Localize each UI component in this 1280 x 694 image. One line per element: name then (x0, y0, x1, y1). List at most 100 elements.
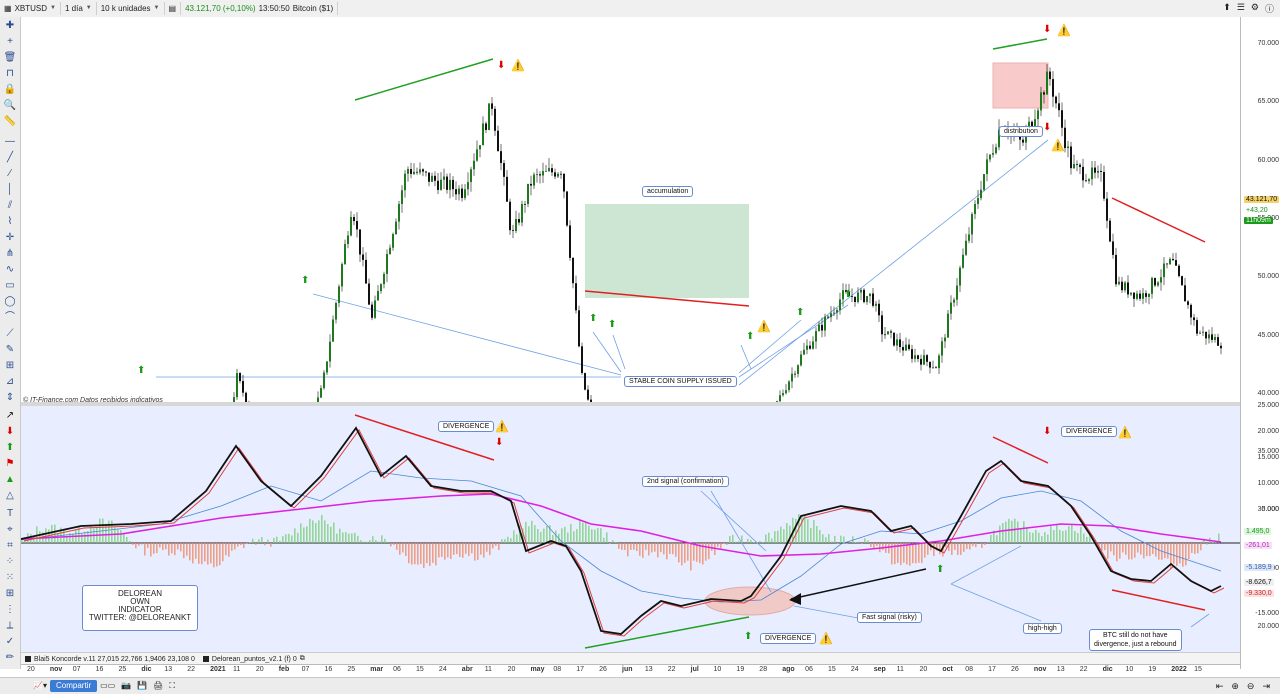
candlestick[interactable] (350, 211, 352, 236)
candlestick[interactable] (485, 121, 487, 133)
candlestick[interactable] (1121, 277, 1123, 293)
candlestick[interactable] (236, 369, 238, 400)
price-chart[interactable]: accumulation distribution STABLE COIN SU… (21, 17, 1240, 402)
candlestick[interactable] (371, 302, 373, 320)
candlestick[interactable] (425, 171, 427, 177)
up-arrow-icon[interactable]: ⬆ (589, 313, 597, 324)
y-axis[interactable]: 70.00065.00060.00055.00050.00045.00040.0… (1240, 17, 1280, 669)
candlestick[interactable] (482, 116, 484, 145)
candlestick[interactable] (1106, 192, 1108, 228)
candlestick[interactable] (920, 355, 922, 371)
candlestick[interactable] (1187, 300, 1189, 309)
candlestick[interactable] (1118, 277, 1120, 286)
magnet-icon[interactable]: ⊓ (3, 67, 17, 81)
trash-icon[interactable]: 🗑 (3, 51, 17, 65)
pointer-icon[interactable]: ✚ (3, 19, 17, 33)
accumulation-label[interactable]: accumulation (642, 186, 693, 197)
candlestick[interactable] (461, 184, 463, 201)
indicator-pane[interactable]: DIVERGENCE ⚠️ ⬇ DIVERGENCE ⬇ ⚠️ DIVERGEN… (21, 406, 1240, 652)
candlestick[interactable] (1214, 334, 1216, 343)
distribution-label[interactable]: distribution (999, 126, 1043, 137)
candlestick[interactable] (1169, 257, 1171, 265)
candlestick[interactable] (545, 165, 547, 172)
candlestick[interactable] (1148, 293, 1150, 304)
candlestick[interactable] (1199, 330, 1201, 334)
candlestick[interactable] (548, 158, 550, 172)
candlestick[interactable] (1127, 275, 1129, 298)
candlestick[interactable] (437, 173, 439, 194)
candlestick[interactable] (959, 266, 961, 292)
pencil-icon[interactable]: ✏ (3, 651, 17, 665)
candlestick[interactable] (464, 184, 466, 200)
line-icon[interactable]: — (3, 135, 17, 149)
candlestick[interactable] (1088, 178, 1090, 184)
grid2-icon[interactable]: ⊞ (3, 587, 17, 601)
candlestick[interactable] (935, 366, 937, 368)
candlestick[interactable] (905, 338, 907, 352)
candlestick[interactable] (551, 164, 553, 176)
layout-icon[interactable]: ▭▭ (97, 680, 118, 692)
candlestick[interactable] (1109, 218, 1111, 242)
candlestick[interactable] (965, 234, 967, 256)
down-arrow-icon[interactable]: ⬇ (1043, 24, 1051, 35)
candlestick[interactable] (380, 283, 382, 294)
candlestick[interactable] (449, 173, 451, 198)
stable-coin-label[interactable]: STABLE COIN SUPPLY ISSUED (624, 376, 737, 387)
down-arrow-icon[interactable]: ⬇ (3, 425, 17, 439)
candlestick[interactable] (578, 306, 580, 348)
candlestick[interactable] (854, 297, 856, 307)
candlestick[interactable] (950, 295, 952, 319)
gann-icon[interactable]: ⊞ (3, 359, 17, 373)
candlestick[interactable] (479, 145, 481, 157)
candlestick[interactable] (1193, 314, 1195, 326)
warning-icon[interactable]: ⚠️ (757, 320, 771, 333)
candlestick[interactable] (239, 372, 241, 384)
lock-icon[interactable]: 🔒 (3, 83, 17, 97)
share-button[interactable]: Compartir (50, 680, 97, 692)
candlestick[interactable] (1139, 290, 1141, 301)
high-high-label[interactable]: high-high (1023, 623, 1062, 634)
candlestick[interactable] (818, 322, 820, 332)
candlestick[interactable] (524, 201, 526, 213)
trend-line-green-2[interactable] (993, 39, 1047, 49)
candlestick[interactable] (233, 392, 235, 402)
candlestick[interactable] (389, 245, 391, 255)
candlestick[interactable] (1073, 155, 1075, 169)
window-icon[interactable]: ⧉ (300, 655, 305, 663)
candlestick[interactable] (1142, 288, 1144, 304)
candlestick[interactable] (1145, 290, 1147, 303)
candlestick[interactable] (527, 184, 529, 207)
candlestick[interactable] (977, 190, 979, 209)
candlestick[interactable] (887, 331, 889, 335)
wave-icon[interactable]: ∿ (3, 263, 17, 277)
candlestick[interactable] (968, 227, 970, 243)
scroll-right-icon[interactable]: ⇥ (1262, 681, 1270, 692)
candlestick[interactable] (932, 361, 934, 369)
candlestick[interactable] (476, 141, 478, 162)
rectangle-icon[interactable]: ▭ (3, 279, 17, 293)
up-arrow-icon[interactable]: ⬆ (608, 319, 616, 330)
divergence-label-3[interactable]: DIVERGENCE (760, 633, 816, 644)
candlestick[interactable] (890, 330, 892, 339)
candlestick[interactable] (1061, 102, 1063, 136)
candlestick[interactable] (1115, 248, 1117, 287)
zoom-out-icon[interactable]: ⊖ (1247, 681, 1255, 692)
candlestick[interactable] (836, 308, 838, 320)
units-selector[interactable]: 10 k unidades▼ (97, 2, 165, 15)
btc-note-label[interactable]: BTC still do not have divergence, just a… (1089, 629, 1182, 651)
candlestick[interactable] (473, 153, 475, 176)
candlestick[interactable] (365, 252, 367, 283)
candlestick[interactable] (938, 354, 940, 374)
candlestick[interactable] (911, 345, 913, 363)
candlestick[interactable] (917, 355, 919, 362)
candlestick[interactable] (368, 279, 370, 306)
candlestick[interactable] (1103, 166, 1105, 201)
candlestick[interactable] (338, 284, 340, 307)
own-indicator-box[interactable]: DELOREAN OWN INDICATOR TWITTER: @DELOREA… (82, 585, 198, 631)
candlestick[interactable] (1037, 108, 1039, 128)
candlestick[interactable] (1076, 160, 1078, 171)
candlestick[interactable] (362, 247, 364, 266)
brush-icon[interactable]: ✎ (3, 343, 17, 357)
candlestick[interactable] (839, 293, 841, 315)
